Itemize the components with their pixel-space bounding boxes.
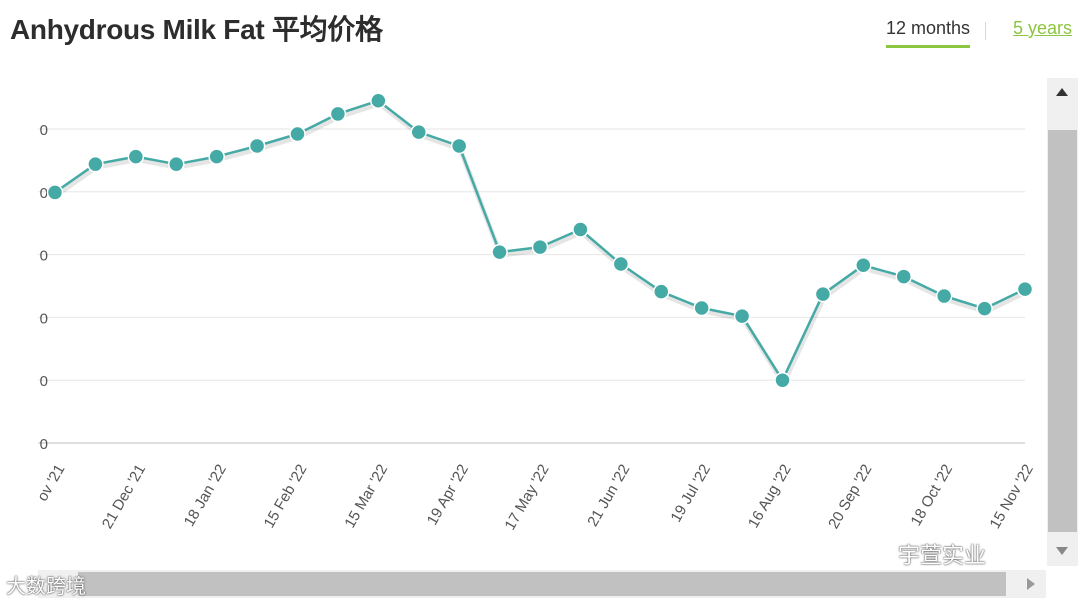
x-tick-label: ov '21 [34,462,69,505]
scroll-down-button[interactable] [1047,536,1078,566]
y-tick-label: 0 [40,373,48,390]
tab-12-months[interactable]: 12 months [885,18,970,48]
data-point [208,148,225,165]
data-point [450,137,468,155]
range-tabs: 12 months 5 years [872,18,1072,54]
x-tick-label: 17 May '22 [501,462,552,534]
arrow-right-icon [1027,578,1035,590]
x-tick-label: 16 Aug '22 [745,462,795,532]
x-tick-label: 19 Apr '22 [424,462,472,529]
y-axis-tick-labels: 0 0 0 0 0 0 [40,122,48,453]
grid-lines [38,128,1025,444]
data-point [572,221,589,238]
x-tick-label: 15 Feb '22 [261,462,311,531]
x-tick-label: 18 Oct '22 [907,462,956,529]
scroll-up-button[interactable] [1047,78,1078,108]
vertical-scroll-thumb[interactable] [1048,130,1077,532]
x-tick-label: 15 Mar '22 [341,462,391,531]
data-point [1016,280,1034,298]
data-point [733,307,751,325]
y-tick-label: 0 [40,185,48,202]
data-point [127,148,145,165]
data-point [814,285,832,303]
page-title: Anhydrous Milk Fat 平均价格 [10,14,383,45]
x-tick-label: 18 Jan '22 [181,462,230,530]
y-tick-label: 0 [40,122,48,139]
data-point [289,125,306,143]
data-point [370,92,387,109]
x-tick-label: 20 Sep '22 [825,462,875,532]
data-point [248,137,266,155]
data-point [774,371,791,389]
x-tick-label: 15 Nov '22 [987,462,1037,532]
data-point [329,105,347,123]
y-tick-label: 0 [40,248,48,265]
scroll-right-button[interactable] [1016,570,1046,598]
price-line-chart: 0 0 0 0 0 0 ov '21 21 Dec '21 18 Jan '22 15 Feb … [34,92,1037,534]
watermark-right: 宇萱实业 [898,544,987,569]
y-tick-label: 0 [40,310,48,327]
data-point [935,287,953,305]
data-point [46,184,64,201]
horizontal-scrollbar[interactable] [38,570,1046,598]
data-point [87,155,104,173]
horizontal-scroll-thumb[interactable] [78,572,1006,596]
arrow-down-icon [1056,547,1068,555]
data-point [693,299,710,317]
watermark-left: 大数跨境 [6,574,86,598]
x-tick-label: 21 Dec '21 [99,462,149,532]
x-tick-label: 21 Jun '22 [584,462,633,530]
x-axis-tick-labels: ov '21 21 Dec '21 18 Jan '22 15 Feb '22 15 M… [34,462,1037,534]
data-point [855,257,872,274]
data-point [895,268,912,285]
y-tick-label: 0 [40,436,48,453]
data-point [491,243,508,261]
price-series [46,92,1034,389]
vertical-scrollbar[interactable] [1047,78,1078,566]
data-point [976,300,993,317]
data-point [410,123,427,141]
tab-5-years[interactable]: 5 years [1012,18,1072,38]
data-point [168,155,185,173]
x-tick-label: 19 Jul '22 [667,462,714,526]
data-point [531,238,549,256]
data-point [612,255,630,273]
tab-divider [985,22,986,40]
data-point [653,283,670,300]
arrow-up-icon [1056,88,1068,96]
